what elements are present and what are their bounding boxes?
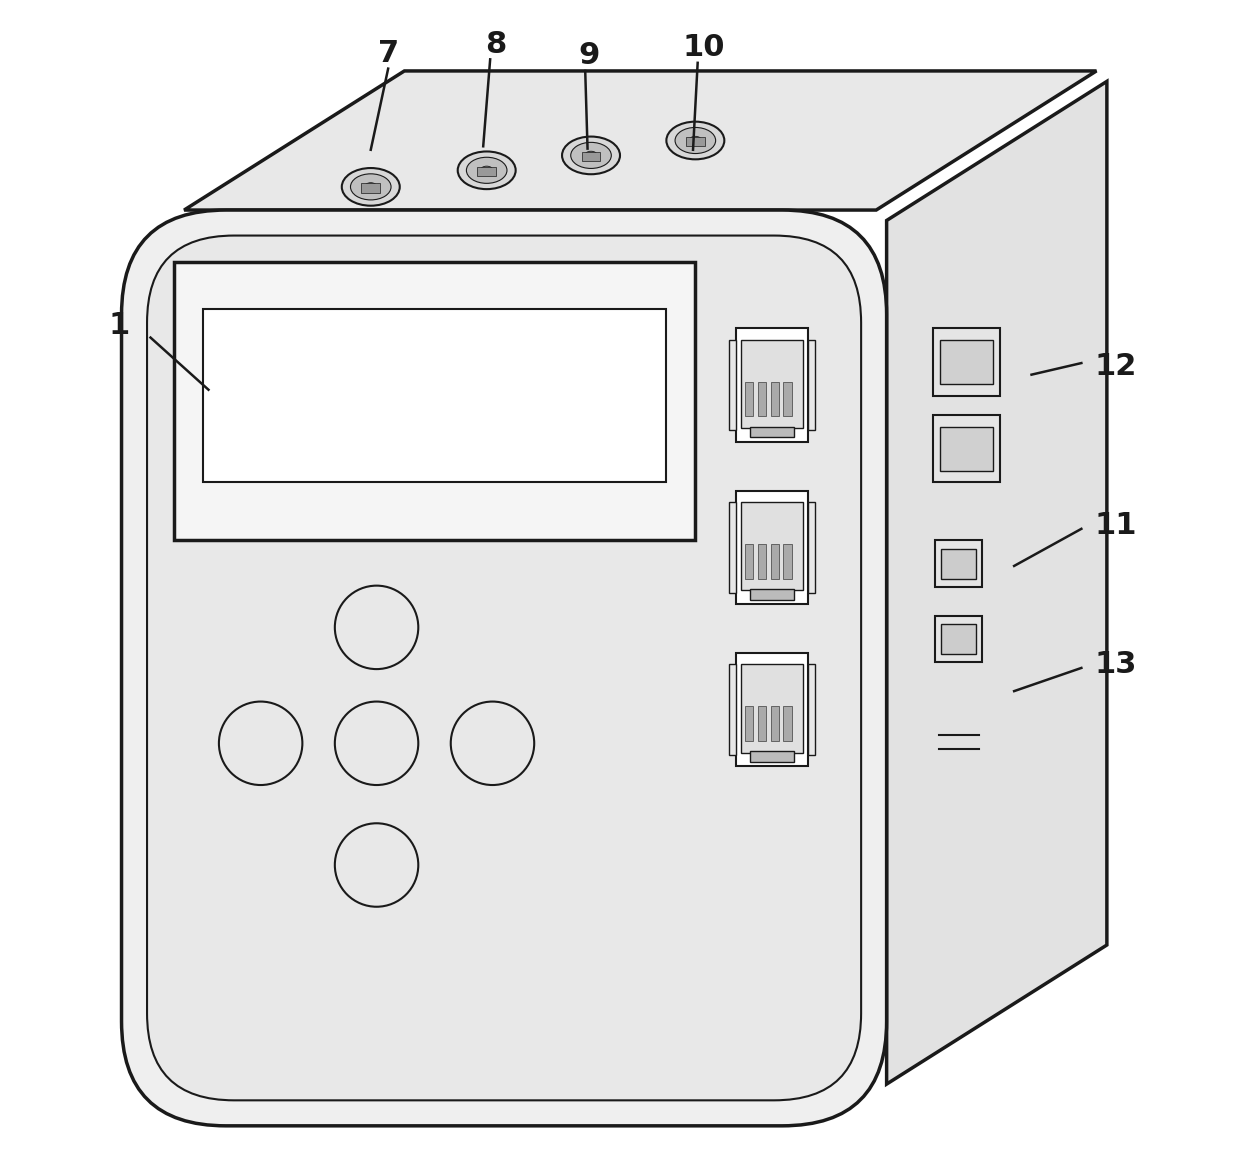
Bar	[750, 589, 794, 600]
Bar	[582, 152, 600, 162]
Bar	[940, 426, 993, 471]
Bar	[750, 426, 794, 437]
Bar	[729, 339, 735, 430]
Bar	[807, 665, 815, 755]
Text: 12: 12	[1095, 352, 1137, 381]
Ellipse shape	[480, 166, 494, 174]
Bar	[735, 490, 807, 604]
FancyBboxPatch shape	[148, 236, 861, 1100]
Bar	[932, 329, 1001, 395]
Ellipse shape	[365, 182, 377, 191]
Bar	[941, 624, 976, 654]
Bar	[745, 544, 754, 579]
Bar	[807, 339, 815, 430]
Ellipse shape	[570, 143, 611, 168]
Ellipse shape	[351, 174, 391, 200]
Text: 7: 7	[378, 40, 399, 69]
Text: 11: 11	[1095, 511, 1137, 540]
Ellipse shape	[466, 157, 507, 184]
Bar	[729, 502, 735, 593]
Bar	[771, 381, 779, 416]
Bar	[932, 415, 1001, 482]
Bar	[935, 616, 982, 662]
Bar	[745, 381, 754, 416]
Ellipse shape	[458, 151, 516, 189]
Ellipse shape	[666, 122, 724, 159]
Text: 13: 13	[1095, 650, 1137, 679]
Bar	[740, 339, 804, 428]
Bar	[686, 137, 704, 146]
Polygon shape	[184, 71, 1096, 210]
Ellipse shape	[689, 136, 702, 144]
Bar	[740, 502, 804, 590]
FancyBboxPatch shape	[122, 210, 887, 1126]
Bar	[771, 706, 779, 741]
Bar	[758, 706, 766, 741]
Bar	[771, 544, 779, 579]
Bar	[362, 184, 379, 193]
Bar	[174, 263, 696, 540]
Ellipse shape	[675, 128, 715, 153]
Bar	[735, 653, 807, 767]
Bar	[758, 381, 766, 416]
Bar	[477, 167, 496, 177]
Bar	[758, 544, 766, 579]
Text: 10: 10	[682, 34, 724, 63]
Bar	[750, 752, 794, 762]
Ellipse shape	[342, 168, 399, 206]
Circle shape	[219, 702, 303, 786]
Circle shape	[335, 702, 418, 786]
Bar	[745, 706, 754, 741]
Bar	[935, 540, 982, 587]
Bar	[202, 309, 666, 482]
Circle shape	[335, 586, 418, 669]
Circle shape	[335, 824, 418, 906]
Bar	[807, 502, 815, 593]
Ellipse shape	[562, 137, 620, 174]
Ellipse shape	[585, 151, 598, 159]
Bar	[784, 381, 791, 416]
Bar	[784, 706, 791, 741]
Polygon shape	[887, 81, 1107, 1084]
Bar	[729, 665, 735, 755]
Bar	[940, 339, 993, 383]
Text: 8: 8	[485, 30, 507, 59]
Bar	[735, 329, 807, 442]
Bar	[941, 548, 976, 579]
Bar	[784, 544, 791, 579]
Circle shape	[451, 702, 534, 786]
Text: 9: 9	[578, 42, 599, 71]
Text: 1: 1	[109, 311, 130, 340]
Bar	[740, 665, 804, 753]
